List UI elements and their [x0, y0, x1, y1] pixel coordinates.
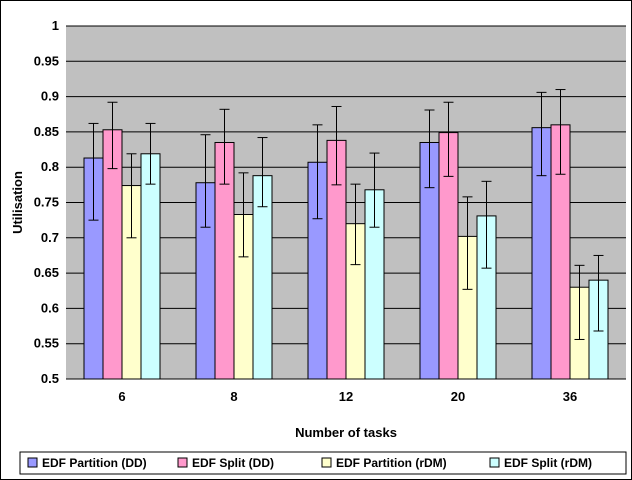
y-tick-label: 0.75 — [34, 195, 59, 210]
legend-swatch — [27, 457, 38, 468]
legend: EDF Partition (DD) EDF Split (DD) EDF Part… — [19, 451, 627, 475]
y-tick-label: 0.8 — [41, 159, 59, 174]
legend-label: EDF Split (rDM) — [504, 456, 592, 470]
y-tick-label: 1 — [52, 18, 59, 33]
error-bars — [88, 89, 604, 340]
x-tick-label: 12 — [339, 389, 353, 404]
y-tick-label: 0.95 — [34, 53, 59, 68]
x-tick-labels: 6 8 12 20 36 — [118, 389, 577, 404]
y-tick-label: 0.5 — [41, 371, 59, 386]
legend-swatch — [177, 457, 188, 468]
y-axis-title: Utilisation — [10, 171, 25, 234]
y-tick-label: 0.55 — [34, 336, 59, 351]
x-axis-title: Number of tasks — [295, 425, 397, 440]
bars — [83, 124, 609, 380]
x-tick-label: 6 — [118, 389, 125, 404]
y-tick-label: 0.9 — [41, 89, 59, 104]
y-tick-labels: 0.5 0.55 0.6 0.65 0.7 0.75 0.8 0.85 0.9 0.95 1 — [34, 18, 59, 386]
legend-label: EDF Partition (DD) — [42, 456, 147, 470]
legend-label: EDF Partition (rDM) — [336, 456, 447, 470]
x-tick-label: 8 — [230, 389, 237, 404]
legend-swatch — [321, 457, 332, 468]
y-tick-label: 0.7 — [41, 230, 59, 245]
y-tick-label: 0.65 — [34, 265, 59, 280]
bar — [140, 153, 161, 380]
y-tick-label: 0.85 — [34, 124, 59, 139]
x-tick-label: 20 — [451, 389, 465, 404]
legend-swatch — [489, 457, 500, 468]
x-tick-label: 36 — [563, 389, 577, 404]
y-tick-label: 0.6 — [41, 300, 59, 315]
legend-label: EDF Split (DD) — [192, 456, 274, 470]
